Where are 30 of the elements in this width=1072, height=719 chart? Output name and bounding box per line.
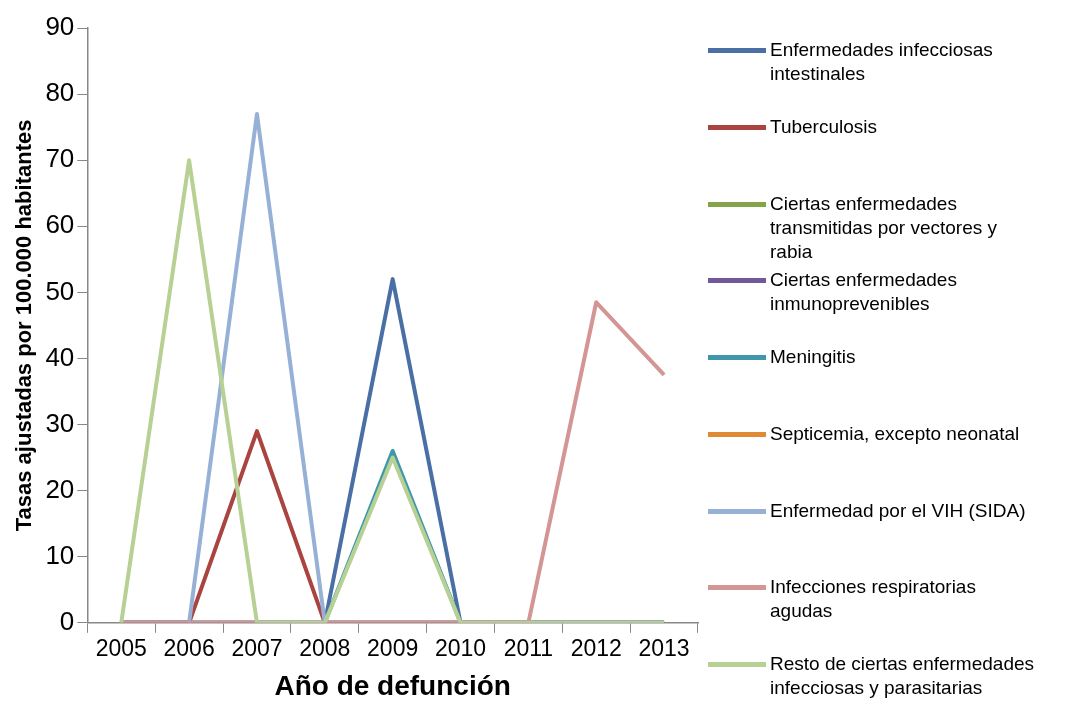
y-tick-label: 0 — [59, 605, 75, 636]
y-tick-label: 80 — [45, 77, 75, 108]
y-tick-label: 70 — [45, 143, 75, 174]
x-tick-label: 2012 — [570, 634, 622, 661]
x-tick-label: 2008 — [299, 634, 351, 661]
legend-label: Enfermedad por el VIH (SIDA) — [770, 498, 1026, 523]
legend-label: Resto de ciertas enfermedades infecciosas y parasitarias — [770, 652, 1036, 700]
legend-label: Infecciones respiratorias agudas — [770, 575, 977, 624]
legend-label: Tuberculosis — [770, 114, 878, 139]
x-tick-label: 2007 — [231, 634, 283, 661]
x-axis-title: Año de defunción — [274, 669, 511, 701]
y-tick-label: 10 — [45, 539, 75, 570]
x-tick-label: 2013 — [638, 634, 690, 661]
y-tick-label: 20 — [45, 473, 75, 504]
legend-label: Septicemia, excepto neonatal — [770, 421, 1020, 446]
x-tick-label: 2010 — [434, 634, 487, 661]
x-tick-label: 2006 — [163, 634, 215, 661]
legend-label: Ciertas enfermedades inmunoprevenibles — [770, 268, 958, 317]
legend-label: Enfermedades infecciosas intestinales — [770, 38, 994, 86]
y-tick-label: 30 — [45, 407, 75, 438]
x-tick-label: 2005 — [95, 634, 147, 661]
y-tick-label: 60 — [45, 209, 75, 240]
y-tick-label: 40 — [45, 341, 75, 372]
legend-label: Ciertas enfermedades transmitidas por vectores y rabia — [770, 191, 999, 264]
x-tick-label: 2009 — [367, 634, 419, 661]
y-tick-label: 50 — [45, 275, 75, 306]
x-tick-label: 2011 — [503, 634, 554, 661]
y-tick-label: 90 — [45, 11, 75, 42]
y-axis-title: Tasas ajustadas por 100.000 habitantes — [11, 119, 37, 532]
legend-label: Meningitis — [770, 345, 856, 369]
